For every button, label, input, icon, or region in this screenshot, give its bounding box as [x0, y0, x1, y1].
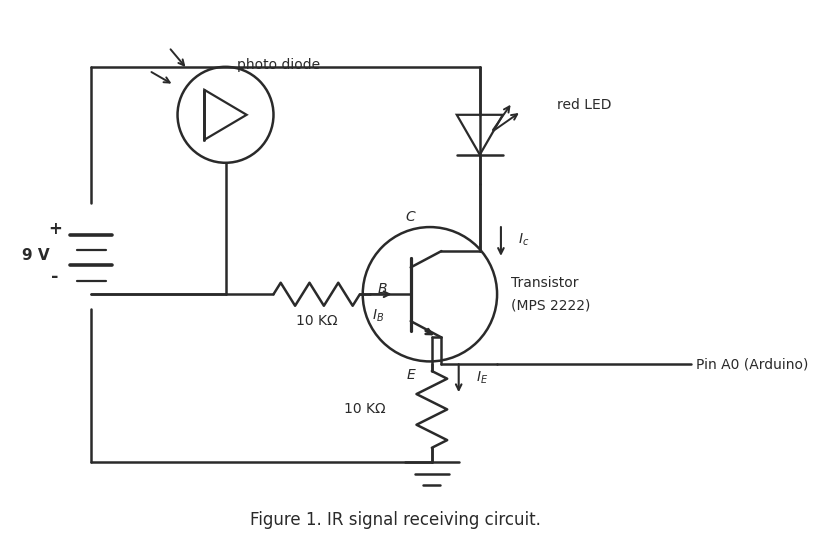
Text: $I_E$: $I_E$	[476, 370, 488, 387]
Text: Figure 1. IR signal receiving circuit.: Figure 1. IR signal receiving circuit.	[250, 511, 541, 529]
Text: 10 KΩ: 10 KΩ	[344, 403, 386, 416]
Text: C: C	[406, 211, 416, 225]
Text: red LED: red LED	[557, 98, 611, 112]
Text: Pin A0 (Arduino): Pin A0 (Arduino)	[695, 357, 808, 371]
Text: 9 V: 9 V	[21, 248, 50, 263]
Text: $I_c$: $I_c$	[518, 231, 530, 248]
Text: +: +	[48, 220, 62, 238]
Text: Transistor: Transistor	[512, 276, 579, 290]
Text: -: -	[51, 268, 59, 286]
Text: (MPS 2222): (MPS 2222)	[512, 299, 591, 313]
Text: 10 KΩ: 10 KΩ	[296, 314, 337, 328]
Text: E: E	[407, 368, 416, 382]
Text: photo diode: photo diode	[237, 58, 320, 72]
Text: B: B	[377, 283, 387, 296]
Text: $I_B$: $I_B$	[372, 307, 384, 324]
